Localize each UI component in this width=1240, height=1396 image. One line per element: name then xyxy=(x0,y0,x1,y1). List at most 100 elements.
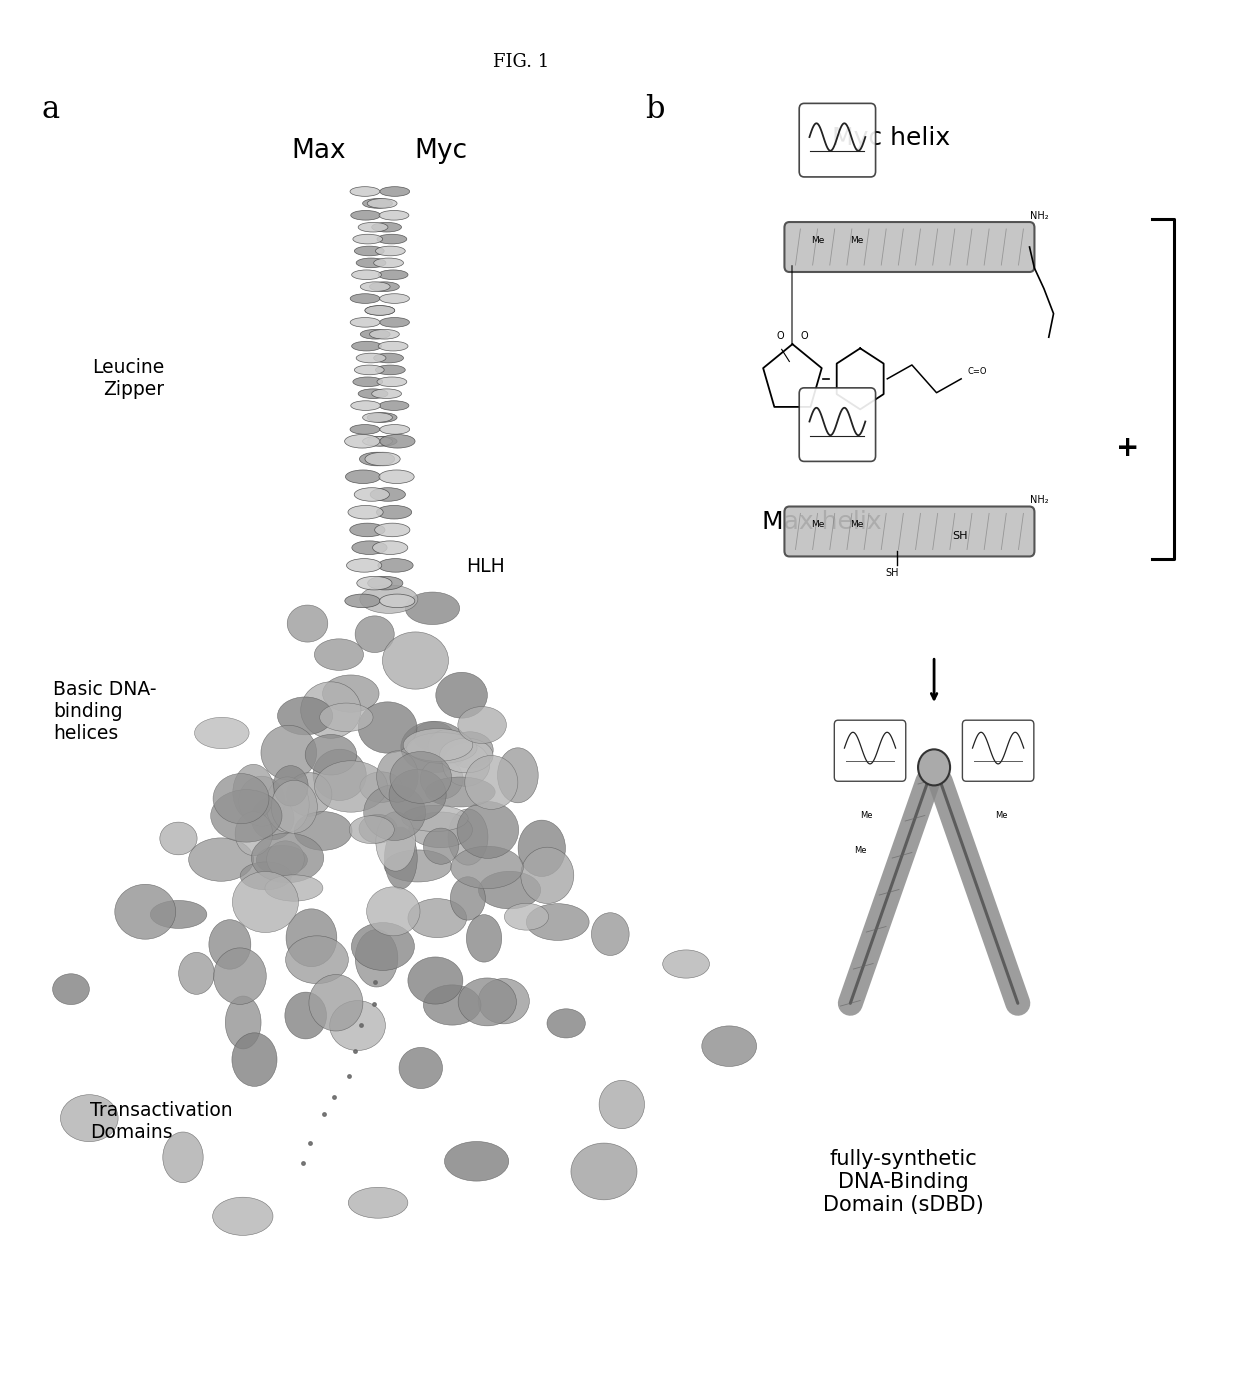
Text: FIG. 1: FIG. 1 xyxy=(494,53,549,71)
Ellipse shape xyxy=(409,812,472,847)
Ellipse shape xyxy=(265,776,309,832)
Ellipse shape xyxy=(233,764,274,821)
Ellipse shape xyxy=(208,920,250,969)
Ellipse shape xyxy=(236,811,273,856)
Ellipse shape xyxy=(345,434,379,448)
Ellipse shape xyxy=(367,198,397,208)
Text: fully-synthetic
DNA-Binding
Domain (sDBD): fully-synthetic DNA-Binding Domain (sDBD… xyxy=(823,1149,983,1216)
Ellipse shape xyxy=(232,1033,277,1086)
Ellipse shape xyxy=(353,377,383,387)
Text: Leucine
Zipper: Leucine Zipper xyxy=(92,359,164,399)
Ellipse shape xyxy=(599,1081,645,1128)
FancyBboxPatch shape xyxy=(800,388,875,462)
Text: SH: SH xyxy=(885,568,899,578)
Ellipse shape xyxy=(378,558,413,572)
Ellipse shape xyxy=(446,732,494,768)
Ellipse shape xyxy=(357,577,392,591)
Ellipse shape xyxy=(360,585,418,613)
Ellipse shape xyxy=(286,909,337,966)
FancyBboxPatch shape xyxy=(800,103,875,177)
Circle shape xyxy=(918,750,950,786)
Text: SH: SH xyxy=(952,532,968,542)
Ellipse shape xyxy=(350,424,379,434)
Ellipse shape xyxy=(373,353,403,363)
Ellipse shape xyxy=(162,1132,203,1182)
Ellipse shape xyxy=(195,718,249,748)
Text: Me: Me xyxy=(811,236,825,244)
Ellipse shape xyxy=(379,187,409,197)
Ellipse shape xyxy=(570,1143,637,1199)
Ellipse shape xyxy=(353,235,383,244)
Ellipse shape xyxy=(352,341,382,350)
Ellipse shape xyxy=(377,377,407,387)
Ellipse shape xyxy=(444,1142,508,1181)
Ellipse shape xyxy=(305,734,357,775)
Ellipse shape xyxy=(160,822,197,854)
Ellipse shape xyxy=(401,722,469,772)
Ellipse shape xyxy=(365,452,401,466)
Ellipse shape xyxy=(372,389,402,398)
Ellipse shape xyxy=(257,846,308,875)
Ellipse shape xyxy=(408,899,466,938)
Text: NH₂: NH₂ xyxy=(1029,211,1048,221)
Ellipse shape xyxy=(320,704,373,732)
Ellipse shape xyxy=(365,306,394,315)
Ellipse shape xyxy=(352,540,387,554)
Ellipse shape xyxy=(315,639,363,670)
Ellipse shape xyxy=(356,353,386,363)
Ellipse shape xyxy=(288,604,327,642)
Ellipse shape xyxy=(379,470,414,483)
Ellipse shape xyxy=(376,812,415,871)
Ellipse shape xyxy=(451,846,523,889)
Ellipse shape xyxy=(384,850,451,882)
Ellipse shape xyxy=(425,778,495,807)
Ellipse shape xyxy=(378,341,408,350)
Ellipse shape xyxy=(448,810,489,866)
Ellipse shape xyxy=(518,819,565,877)
Ellipse shape xyxy=(315,761,387,812)
Ellipse shape xyxy=(348,505,383,519)
Ellipse shape xyxy=(408,956,463,1004)
Ellipse shape xyxy=(479,871,541,909)
Ellipse shape xyxy=(377,235,407,244)
Ellipse shape xyxy=(232,871,299,933)
Ellipse shape xyxy=(443,743,490,786)
Ellipse shape xyxy=(213,773,269,824)
Ellipse shape xyxy=(273,765,308,805)
Ellipse shape xyxy=(52,974,89,1005)
Ellipse shape xyxy=(367,413,397,423)
Ellipse shape xyxy=(379,293,409,303)
Text: Me: Me xyxy=(996,811,1008,821)
Ellipse shape xyxy=(379,595,415,607)
Text: Me: Me xyxy=(854,846,867,856)
Ellipse shape xyxy=(702,1026,756,1067)
Text: Myc: Myc xyxy=(415,138,467,163)
Ellipse shape xyxy=(361,282,391,292)
Text: Me: Me xyxy=(849,236,863,244)
Ellipse shape xyxy=(360,814,397,843)
Ellipse shape xyxy=(374,524,410,536)
Ellipse shape xyxy=(356,258,386,268)
Ellipse shape xyxy=(413,722,454,751)
Ellipse shape xyxy=(179,952,215,994)
Ellipse shape xyxy=(547,1009,585,1039)
Ellipse shape xyxy=(252,797,294,840)
Ellipse shape xyxy=(362,437,392,447)
Text: O: O xyxy=(776,331,784,341)
Ellipse shape xyxy=(402,805,469,832)
Ellipse shape xyxy=(367,577,403,591)
Text: Max helix: Max helix xyxy=(761,511,882,535)
Ellipse shape xyxy=(367,437,397,447)
Ellipse shape xyxy=(465,755,518,810)
Ellipse shape xyxy=(378,269,408,279)
Ellipse shape xyxy=(272,780,317,833)
Ellipse shape xyxy=(351,401,381,410)
Ellipse shape xyxy=(372,540,408,554)
Ellipse shape xyxy=(373,258,403,268)
Ellipse shape xyxy=(355,487,389,501)
Ellipse shape xyxy=(497,748,538,803)
Ellipse shape xyxy=(358,702,417,754)
Ellipse shape xyxy=(115,884,176,940)
Ellipse shape xyxy=(362,413,392,423)
Ellipse shape xyxy=(360,452,394,466)
